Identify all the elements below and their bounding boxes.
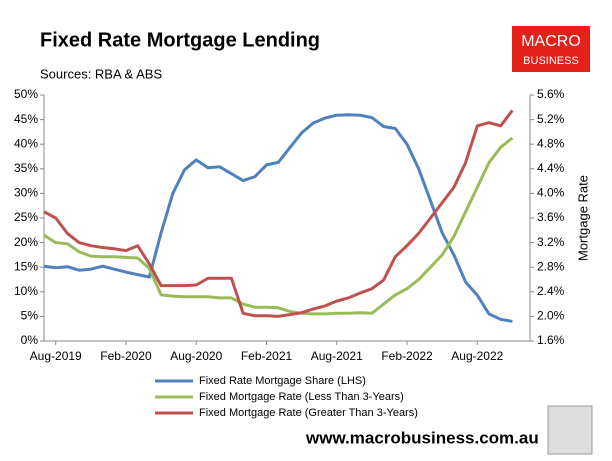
legend-label: Fixed Mortgage Rate (Greater Than 3-Year…: [199, 407, 418, 419]
y-tick-label: 45%: [14, 112, 38, 126]
x-tick-label: Feb-2022: [381, 349, 433, 363]
y-tick-label: 25%: [14, 210, 38, 224]
y2-tick-label: 1.6%: [537, 333, 565, 347]
y-tick-label: 50%: [14, 87, 38, 101]
y-tick-label: 20%: [14, 235, 38, 249]
y2-tick-label: 2.0%: [537, 309, 565, 323]
x-tick-label: Aug-2021: [311, 349, 363, 363]
x-tick-label: Aug-2019: [30, 349, 82, 363]
y2-tick-label: 2.4%: [537, 284, 565, 298]
x-tick-label: Aug-2020: [170, 349, 222, 363]
y-tick-label: 15%: [14, 259, 38, 273]
y2-axis-label: Mortgage Rate: [575, 175, 590, 261]
y2-tick-label: 3.6%: [537, 210, 565, 224]
y-tick-label: 30%: [14, 186, 38, 200]
logo-box: [512, 26, 590, 72]
x-tick-label: Feb-2021: [241, 349, 293, 363]
y2-tick-label: 4.4%: [537, 161, 565, 175]
y2-tick-label: 2.8%: [537, 259, 565, 273]
y2-tick-label: 3.2%: [537, 235, 565, 249]
logo-text: BUSINESS: [523, 55, 579, 67]
x-tick-label: Feb-2020: [100, 349, 152, 363]
y2-tick-label: 4.8%: [537, 136, 565, 150]
y2-tick-label: 4.0%: [537, 186, 565, 200]
logo-image: [547, 405, 593, 455]
legend-label: Fixed Mortgage Rate (Less Than 3-Years): [199, 391, 404, 403]
y-tick-label: 40%: [14, 136, 38, 150]
legend-label: Fixed Rate Mortgage Share (LHS): [199, 375, 366, 387]
series-line: [43, 109, 514, 318]
y-tick-label: 35%: [14, 161, 38, 175]
site-url: www.macrobusiness.com.au: [305, 428, 539, 447]
y-tick-label: 10%: [14, 284, 38, 298]
chart-title: Fixed Rate Mortgage Lending: [40, 29, 320, 51]
y-tick-label: 0%: [21, 333, 39, 347]
series-line: [43, 136, 514, 316]
logo-text: MACRO: [521, 33, 581, 50]
x-tick-label: Aug-2022: [451, 349, 503, 363]
chart-subtitle: Sources: RBA & ABS: [40, 66, 162, 81]
y2-tick-label: 5.6%: [537, 87, 565, 101]
y2-tick-label: 5.2%: [537, 112, 565, 126]
y-tick-label: 5%: [21, 309, 39, 323]
